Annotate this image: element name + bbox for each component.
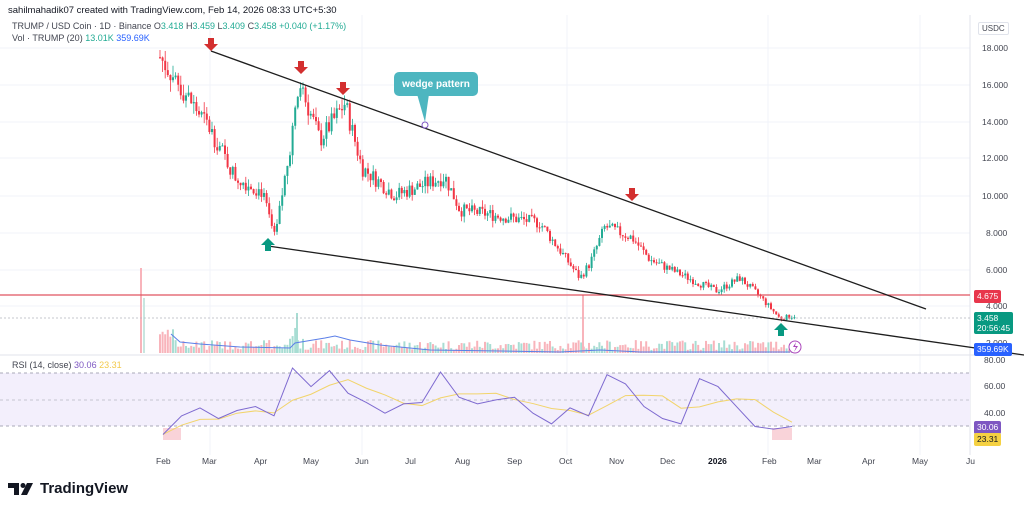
svg-text:Oct: Oct bbox=[559, 456, 573, 466]
credit-line: sahilmahadik07 created with TradingView.… bbox=[8, 5, 337, 16]
svg-text:6.000: 6.000 bbox=[986, 265, 1008, 275]
currency-button[interactable]: USDC bbox=[978, 22, 1009, 35]
close-value: 3.458 bbox=[254, 21, 277, 31]
rsi-band bbox=[0, 373, 970, 426]
svg-text:Nov: Nov bbox=[609, 456, 625, 466]
lower-wedge-trendline[interactable] bbox=[267, 245, 1024, 356]
volume-ma-line bbox=[170, 333, 790, 353]
volume-ma-value: 359.69K bbox=[116, 33, 150, 43]
svg-text:60.00: 60.00 bbox=[984, 381, 1006, 391]
svg-text:Apr: Apr bbox=[862, 456, 875, 466]
lightning-icon[interactable] bbox=[788, 340, 802, 354]
svg-text:10.000: 10.000 bbox=[982, 191, 1008, 201]
svg-text:Mar: Mar bbox=[202, 456, 217, 466]
callout-pointer bbox=[417, 94, 429, 122]
down-arrow-icon bbox=[204, 38, 218, 51]
high-value: 3.459 bbox=[192, 21, 215, 31]
rsi-legend: RSI (14, close) 30.06 23.31 bbox=[12, 360, 122, 370]
tradingview-logo-icon bbox=[8, 482, 33, 495]
svg-text:14.000: 14.000 bbox=[982, 117, 1008, 127]
change-value: +0.040 (+1.17%) bbox=[279, 21, 347, 31]
svg-text:80.00: 80.00 bbox=[984, 355, 1006, 365]
svg-text:May: May bbox=[912, 456, 929, 466]
volume-legend: Vol · TRUMP (20) 13.01K 359.69K bbox=[12, 33, 150, 43]
rsi-axis[interactable]: 80.00 60.00 40.00 bbox=[984, 355, 1006, 418]
volume-label[interactable]: Vol · TRUMP (20) bbox=[12, 33, 83, 43]
rsi-ma-value: 23.31 bbox=[99, 360, 122, 370]
svg-text:18.000: 18.000 bbox=[982, 43, 1008, 53]
svg-text:May: May bbox=[303, 456, 320, 466]
svg-text:Sep: Sep bbox=[507, 456, 522, 466]
svg-text:16.000: 16.000 bbox=[982, 80, 1008, 90]
rsi-value: 30.06 bbox=[74, 360, 97, 370]
volume-bars bbox=[140, 268, 796, 353]
svg-text:Jun: Jun bbox=[355, 456, 369, 466]
svg-text:40.00: 40.00 bbox=[984, 408, 1006, 418]
down-arrow-icon bbox=[294, 61, 308, 74]
svg-text:Mar: Mar bbox=[807, 456, 822, 466]
down-arrow-icon bbox=[625, 188, 639, 201]
volume-value: 13.01K bbox=[85, 33, 114, 43]
oversold-fill bbox=[163, 428, 181, 440]
wedge-pattern-callout[interactable]: wedge pattern bbox=[394, 72, 478, 96]
rsi-line bbox=[162, 367, 793, 435]
svg-text:Dec: Dec bbox=[660, 456, 676, 466]
tradingview-logo[interactable]: TradingView bbox=[8, 480, 128, 497]
svg-text:4.000: 4.000 bbox=[986, 301, 1008, 311]
rsi-ma-tag: 23.31 bbox=[974, 433, 1002, 446]
rsi-label[interactable]: RSI (14, close) bbox=[12, 360, 72, 370]
svg-text:Feb: Feb bbox=[762, 456, 777, 466]
upper-wedge-trendline[interactable] bbox=[210, 50, 927, 310]
svg-text:12.000: 12.000 bbox=[982, 153, 1008, 163]
symbol-legend: TRUMP / USD Coin · 1D · Binance O3.418 H… bbox=[12, 21, 347, 31]
svg-text:8.000: 8.000 bbox=[986, 228, 1008, 238]
candlesticks bbox=[159, 49, 796, 322]
resistance-price-tag: 4.675 bbox=[974, 290, 1002, 303]
svg-text:Feb: Feb bbox=[156, 456, 171, 466]
oversold-fill bbox=[772, 428, 792, 440]
symbol-title[interactable]: TRUMP / USD Coin · 1D · Binance bbox=[12, 21, 152, 31]
volume-ma-tag: 359.69K bbox=[974, 343, 1012, 356]
last-price-tag: 3.458 20:56:45 bbox=[974, 312, 1014, 334]
svg-text:Jul: Jul bbox=[405, 456, 416, 466]
low-value: 3.409 bbox=[222, 21, 246, 31]
up-arrow-icon bbox=[774, 323, 788, 336]
svg-text:Apr: Apr bbox=[254, 456, 267, 466]
svg-text:Aug: Aug bbox=[455, 456, 470, 466]
time-axis[interactable]: Feb Mar Apr May Jun Jul Aug Sep Oct Nov … bbox=[156, 456, 975, 466]
svg-text:Ju: Ju bbox=[966, 456, 975, 466]
up-arrow-icon bbox=[261, 238, 275, 251]
rsi-tag: 30.06 bbox=[974, 421, 1002, 434]
down-arrow-icon bbox=[336, 82, 350, 95]
svg-text:2026: 2026 bbox=[708, 456, 727, 466]
open-value: 3.418 bbox=[160, 21, 184, 31]
